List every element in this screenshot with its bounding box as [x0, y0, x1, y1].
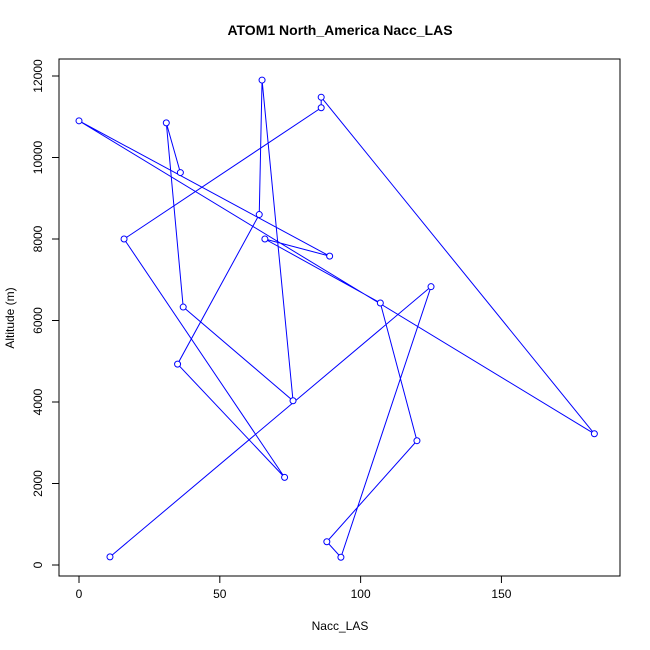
data-point-0: [106, 553, 114, 561]
y-tick-label: 4000: [31, 388, 45, 415]
y-tick-label: 6000: [31, 307, 45, 334]
x-tick-label: 0: [76, 587, 83, 601]
data-point-1: [427, 283, 435, 291]
series-line: [78, 80, 595, 559]
data-point-5: [376, 299, 384, 307]
x-axis: 0 50 100 150: [76, 576, 512, 601]
x-tick-label: 150: [491, 587, 511, 601]
y-tick-label: 12000: [31, 59, 45, 93]
series-points: [75, 76, 598, 561]
data-point-19: [162, 119, 170, 127]
data-point-15: [255, 211, 263, 219]
y-axis-title: Altitude (m): [3, 287, 17, 348]
data-point-6: [261, 235, 269, 243]
data-point-8: [75, 117, 83, 125]
x-tick-label: 100: [351, 587, 371, 601]
data-point-10: [317, 93, 325, 101]
y-axis: 0 2000 4000 6000 8000 10000 12000: [31, 59, 59, 568]
data-point-2: [337, 553, 345, 561]
data-point-3: [323, 538, 331, 546]
y-tick-label: 0: [31, 561, 45, 568]
x-tick-label: 50: [213, 587, 227, 601]
data-point-12: [120, 235, 128, 243]
y-tick-label: 10000: [31, 140, 45, 174]
data-point-11: [317, 104, 325, 112]
plot-frame: [58, 58, 621, 577]
data-point-14: [174, 360, 182, 368]
data-point-20: [176, 169, 184, 177]
data-point-7: [326, 252, 334, 260]
y-tick-label: 2000: [31, 470, 45, 497]
data-point-4: [413, 437, 421, 445]
data-point-9: [590, 430, 598, 438]
data-point-17: [289, 397, 297, 405]
chart-title: ATOM1 North_America Nacc_LAS: [227, 22, 452, 38]
data-point-18: [179, 303, 187, 311]
data-point-13: [281, 473, 289, 481]
y-tick-label: 8000: [31, 225, 45, 252]
data-point-16: [258, 76, 266, 84]
x-axis-title: Nacc_LAS: [312, 619, 369, 633]
